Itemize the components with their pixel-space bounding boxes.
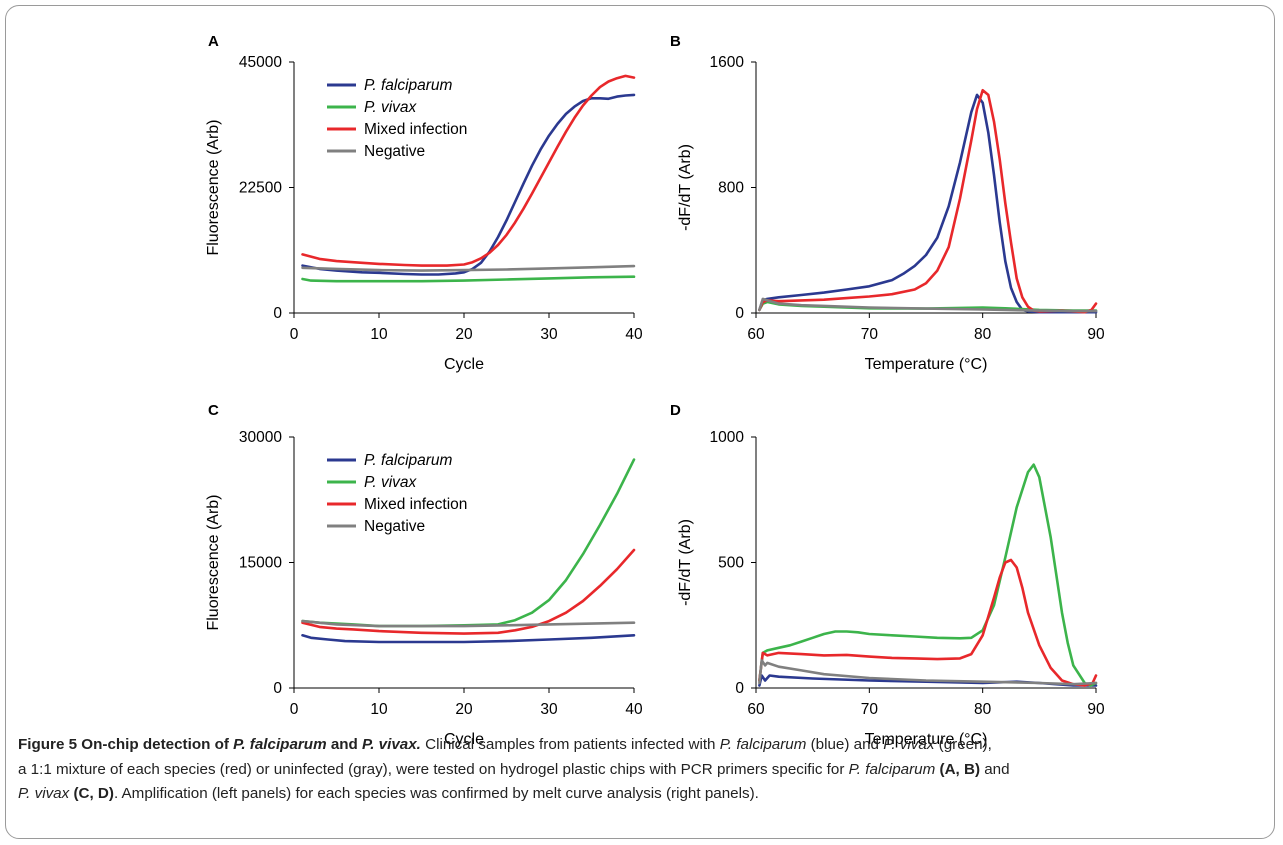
series-line-1 xyxy=(758,463,1098,687)
caption-segment: . Amplification (left panels) for each s… xyxy=(113,785,759,802)
x-tick-label: 10 xyxy=(370,701,388,718)
x-tick-label: 90 xyxy=(1087,701,1105,718)
x-axis-label: Temperature (°C) xyxy=(865,731,988,748)
caption-line: P. vivax (C, D). Amplification (left pan… xyxy=(18,782,1268,807)
x-tick-label: 0 xyxy=(290,701,299,718)
x-tick-label: 30 xyxy=(540,701,558,718)
series-line-negative xyxy=(301,619,636,628)
y-tick-label: 0 xyxy=(735,305,744,322)
figure-frame xyxy=(5,5,1275,839)
y-tick-label: 1600 xyxy=(710,54,745,71)
legend-entry: P. falciparum xyxy=(364,452,453,469)
caption-segment: and xyxy=(980,760,1010,778)
series-line-2 xyxy=(758,558,1098,687)
caption-line: Figure 5 On-chip detection of P. falcipa… xyxy=(18,733,1268,758)
x-tick-label: 40 xyxy=(625,701,643,718)
caption-segment: Clinical samples from patients infected … xyxy=(420,736,720,753)
x-tick-label: 60 xyxy=(747,701,765,718)
chart-legend: P. falciparum P. vivax Mixed infection Nega… xyxy=(327,452,467,535)
legend-entry: Mixed infection xyxy=(364,496,467,513)
x-axis-label: Cycle xyxy=(444,356,484,373)
x-tick-label: 20 xyxy=(455,701,473,718)
series-line-3 xyxy=(758,659,1098,686)
x-tick-label: 0 xyxy=(290,326,299,343)
caption-segment: P. vivax. xyxy=(362,736,421,753)
x-tick-label: 70 xyxy=(861,326,879,343)
caption-segment: P. falciparum xyxy=(233,736,327,753)
chart-panel-c: C 0 15000 30000 0 10 20 30 40 Cycle Fluorescence (… xyxy=(205,402,643,748)
caption-segment: a 1:1 mixture of each species (red) or u… xyxy=(18,760,849,778)
caption-segment: P. falciparum xyxy=(719,736,807,753)
panel-label: A xyxy=(208,33,219,50)
caption-segment: (C, D) xyxy=(73,785,114,802)
y-tick-label: 1000 xyxy=(710,429,745,446)
series-line-p-falciparum xyxy=(301,93,636,276)
y-axis-label: -dF/dT (Arb) xyxy=(677,519,694,606)
x-axis-label: Temperature (°C) xyxy=(865,356,988,373)
y-tick-label: 0 xyxy=(735,680,744,697)
series-line-p-falciparum xyxy=(301,633,636,644)
y-tick-label: 22500 xyxy=(239,180,282,197)
x-tick-label: 60 xyxy=(747,326,765,343)
legend-entry: P. vivax xyxy=(364,474,418,491)
chart-panel-d: D 0 500 1000 60 70 80 90 Temperature (°C) -dF/dT … xyxy=(670,402,1105,748)
x-axis-label: Cycle xyxy=(444,731,484,748)
x-tick-label: 10 xyxy=(370,326,388,343)
y-axis-label: Fluorescence (Arb) xyxy=(205,494,222,630)
caption-segment: Figure 5 On-chip detection of xyxy=(18,736,234,753)
y-tick-label: 45000 xyxy=(239,54,282,71)
legend-entry: Negative xyxy=(364,143,425,160)
series-line-0 xyxy=(758,93,1098,314)
caption-line: a 1:1 mixture of each species (red) or u… xyxy=(18,758,1268,783)
y-tick-label: 0 xyxy=(273,680,282,697)
panel-label: B xyxy=(670,33,681,50)
x-tick-label: 70 xyxy=(861,701,879,718)
y-tick-label: 0 xyxy=(273,305,282,322)
y-tick-label: 30000 xyxy=(239,429,282,446)
caption-segment: (blue) and xyxy=(806,736,884,753)
caption-segment: P. falciparum xyxy=(848,760,936,778)
x-tick-label: 20 xyxy=(455,326,473,343)
caption-segment: (green), xyxy=(934,736,992,753)
series-line-mixed-infection xyxy=(301,548,636,635)
series-line-negative xyxy=(301,264,636,272)
x-tick-label: 40 xyxy=(625,326,643,343)
caption-segment: P. vivax xyxy=(883,736,935,753)
caption-segment: (A, B) xyxy=(939,760,981,778)
caption-segment: P. vivax xyxy=(18,785,70,802)
chart-panel-b: B 0 800 1600 60 70 80 90 Temperature (°C) -dF/dT … xyxy=(670,33,1105,373)
chart-legend: P. falciparum P. vivax Mixed infection Nega… xyxy=(327,77,467,160)
x-tick-label: 80 xyxy=(974,326,992,343)
y-tick-label: 500 xyxy=(718,555,744,572)
series-line-mixed-infection xyxy=(301,74,636,267)
series-line-2 xyxy=(758,88,1098,314)
series-line-p-vivax xyxy=(301,275,636,283)
series-line-3 xyxy=(758,297,1098,313)
legend-entry: P. falciparum xyxy=(364,77,453,94)
caption-segment: and xyxy=(326,736,363,753)
chart-panel-a: A 0 22500 45000 0 10 20 30 40 Cycle Fluorescence (… xyxy=(205,33,643,373)
y-axis-label: -dF/dT (Arb) xyxy=(677,144,694,231)
y-tick-label: 15000 xyxy=(239,555,282,572)
legend-entry: Negative xyxy=(364,518,425,535)
y-tick-label: 800 xyxy=(718,180,744,197)
x-tick-label: 90 xyxy=(1087,326,1105,343)
legend-entry: P. vivax xyxy=(364,99,418,116)
figure-caption: Figure 5 On-chip detection of P. falcipa… xyxy=(18,733,1268,807)
legend-entry: Mixed infection xyxy=(364,121,467,138)
panel-label: D xyxy=(670,402,681,419)
panel-label: C xyxy=(208,402,219,419)
y-axis-label: Fluorescence (Arb) xyxy=(205,119,222,255)
x-tick-label: 80 xyxy=(974,701,992,718)
x-tick-label: 30 xyxy=(540,326,558,343)
